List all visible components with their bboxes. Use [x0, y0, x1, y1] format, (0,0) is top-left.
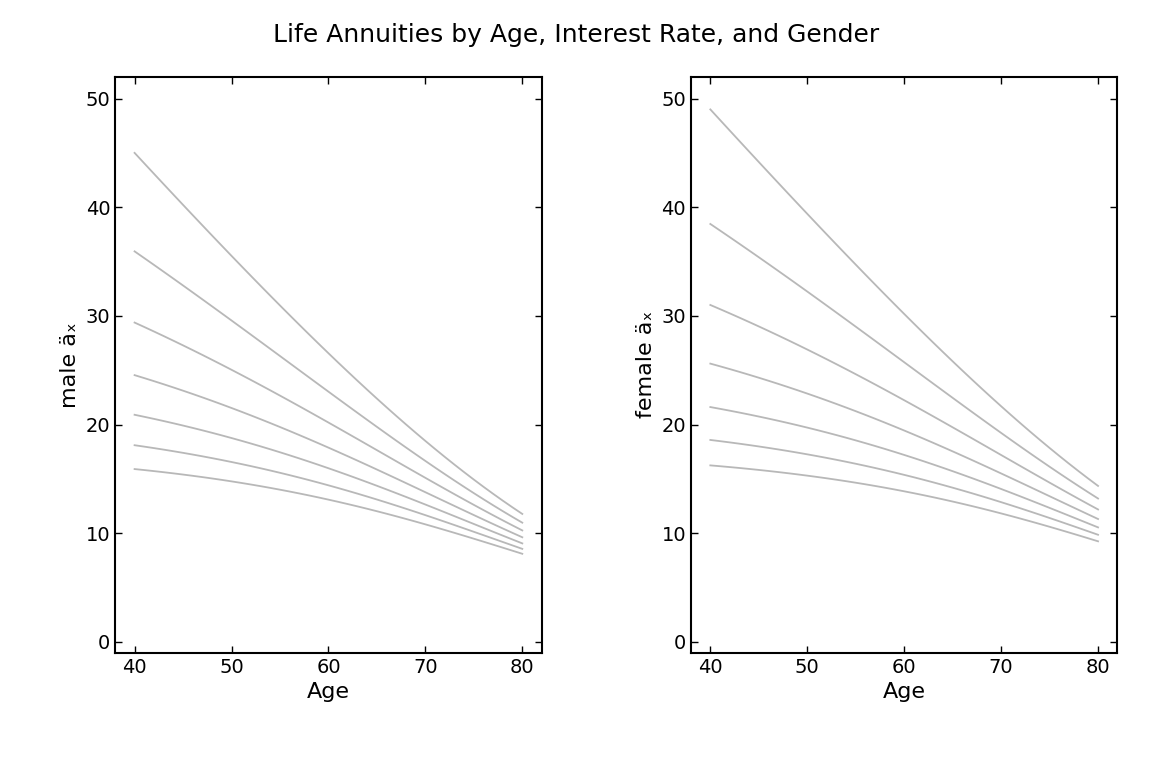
X-axis label: Age: Age [882, 682, 926, 702]
Y-axis label: female äₓ: female äₓ [636, 311, 655, 419]
Y-axis label: male äₓ: male äₓ [60, 322, 79, 408]
X-axis label: Age: Age [306, 682, 350, 702]
Text: Life Annuities by Age, Interest Rate, and Gender: Life Annuities by Age, Interest Rate, an… [273, 23, 879, 47]
